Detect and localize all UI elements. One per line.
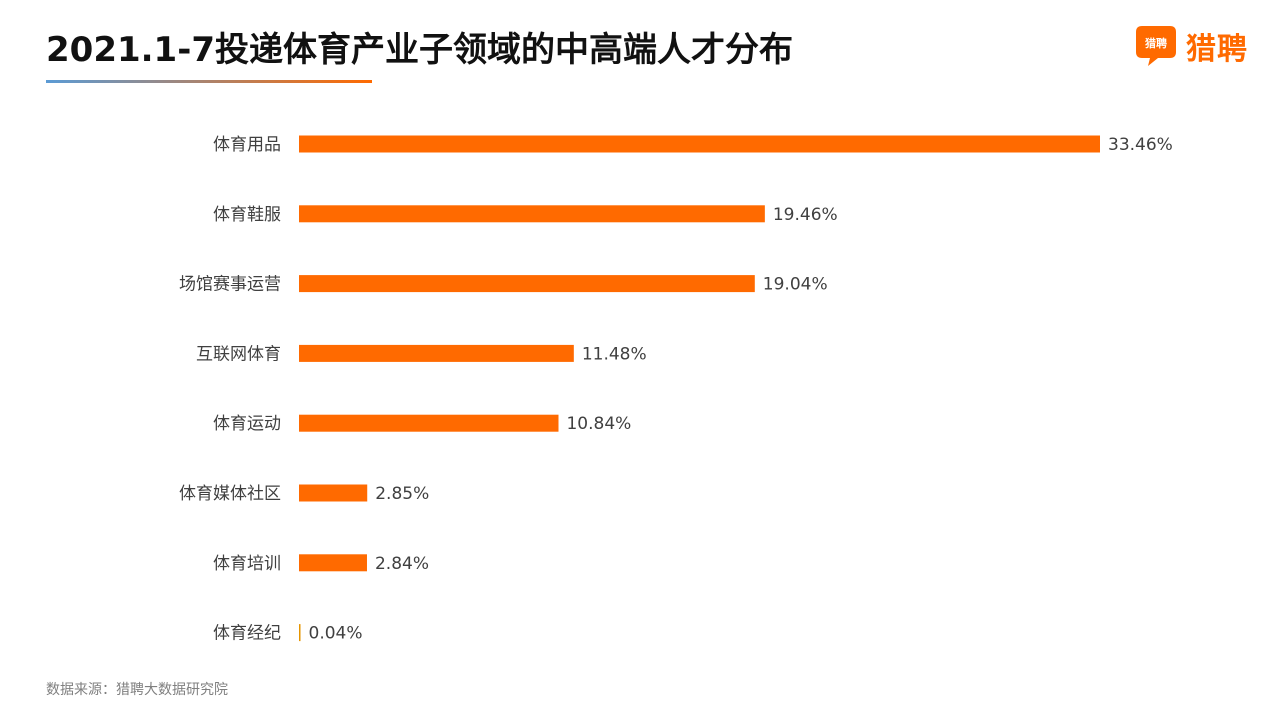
category-label: 体育用品 (213, 135, 281, 155)
bar (299, 624, 301, 642)
bar (299, 554, 367, 572)
category-label: 互联网体育 (196, 344, 281, 364)
bar (299, 484, 368, 502)
value-label: 11.48% (582, 344, 647, 364)
category-label: 场馆赛事运营 (179, 274, 281, 295)
bar (299, 205, 765, 223)
category-label: 体育经纪 (213, 624, 281, 644)
value-label: 19.46% (773, 205, 838, 225)
category-label: 体育运动 (213, 414, 281, 434)
bar (299, 414, 559, 432)
category-label: 体育媒体社区 (179, 484, 281, 504)
bar (299, 135, 1100, 153)
page-title: 2021.1-7投递体育产业子领域的中高端人才分布 (46, 30, 793, 70)
logo-text: 猎聘 (1186, 32, 1248, 67)
bar-chart: 体育用品 33.46% 体育鞋服 19.46% 场馆赛事运营 19.04% 互联网体育 11.… (179, 135, 1173, 644)
category-label: 体育鞋服 (213, 205, 281, 225)
value-label: 19.04% (763, 275, 828, 295)
value-label: 0.04% (309, 624, 363, 644)
chat-bubble-icon: 猎聘 (1134, 24, 1178, 68)
data-source-note: 数据来源：猎聘大数据研究院 (46, 682, 228, 698)
category-label: 体育培训 (213, 554, 281, 574)
bar (299, 275, 755, 293)
value-label: 10.84% (566, 414, 631, 434)
title-underline (46, 80, 372, 83)
value-label: 33.46% (1108, 135, 1173, 155)
value-label: 2.85% (375, 484, 429, 504)
value-label: 2.84% (375, 554, 429, 574)
bar (299, 344, 574, 362)
logo-badge-text: 猎聘 (1145, 37, 1167, 50)
liepin-logo: 猎聘 猎聘 (1134, 24, 1248, 68)
